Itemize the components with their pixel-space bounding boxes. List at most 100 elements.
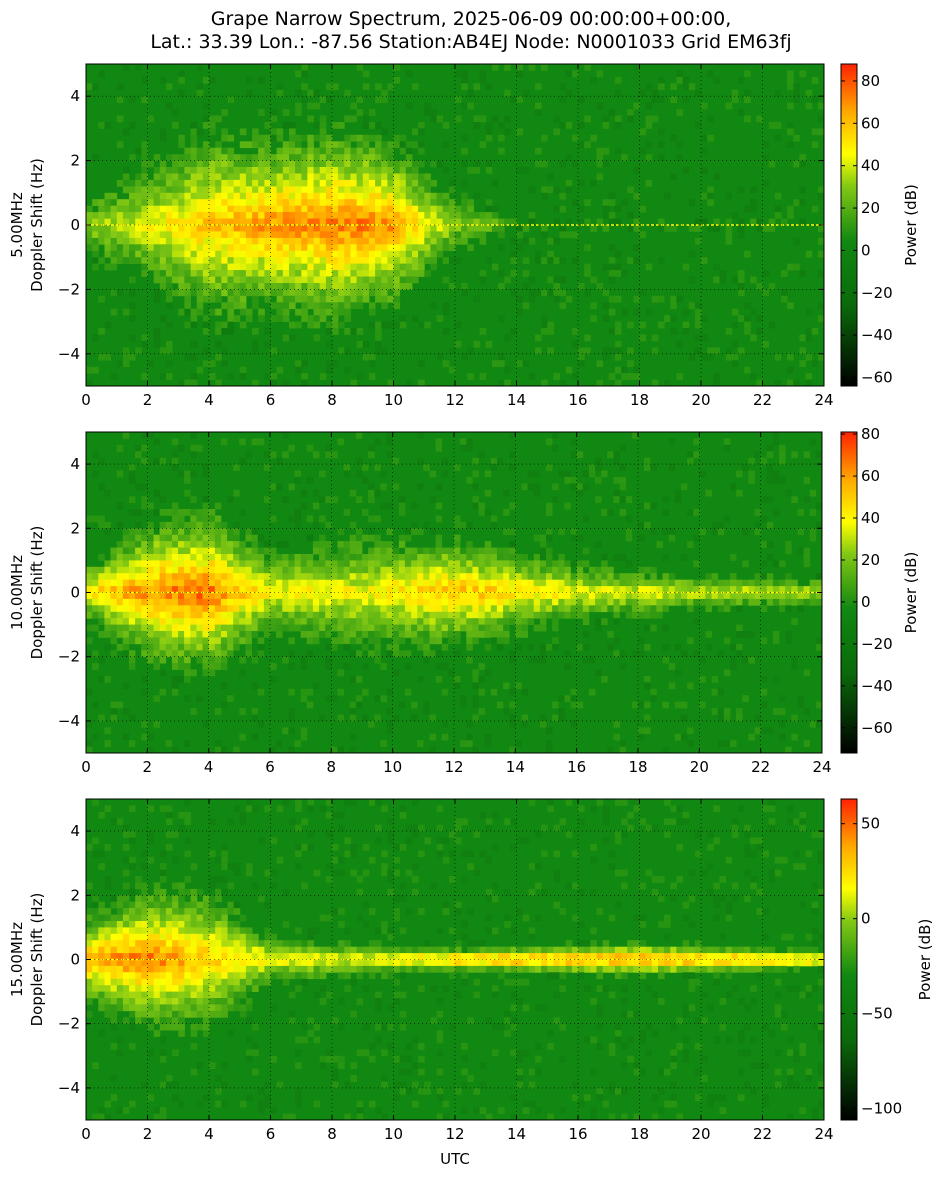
heat-cell [220,547,228,555]
heat-cell [306,605,314,613]
heat-cell [135,541,142,548]
heat-cell [116,818,124,826]
heat-cell [289,179,296,187]
heat-cell [343,592,351,600]
heat-cell [399,315,407,322]
heat-cell [515,631,522,638]
heat-cell [429,631,436,638]
heat-cell [737,276,745,284]
heat-cell [375,283,382,290]
heat-cell [588,688,596,696]
heat-cell [736,714,743,722]
heat-cell [239,438,246,446]
heat-cell [454,554,461,561]
heat-cell [263,592,271,600]
heat-cell [515,605,522,613]
heat-cell [374,464,381,471]
heat-cell [208,566,216,574]
heat-cell [454,605,461,613]
heat-cell [116,237,124,245]
heat-cell [104,921,112,928]
heat-cell [332,83,339,91]
heat-cell [662,509,669,516]
heat-cell [705,643,712,651]
heat-cell [288,573,295,580]
heat-cell [656,541,663,548]
heat-cell [135,521,142,529]
heat-cell [680,592,688,600]
heat-cell [190,173,198,181]
heat-cell [122,946,130,954]
heat-cell [331,746,338,753]
heat-cell [631,598,639,606]
heat-cell [325,186,333,194]
heat-cell [725,225,733,232]
heat-cell [313,270,321,277]
heat-cell [116,83,124,91]
heat-cell [332,250,339,258]
heat-cell [178,179,185,187]
heat-cell [631,579,639,587]
heat-cell [448,347,456,355]
heat-cell [793,199,800,206]
heat-cell [202,579,209,587]
heat-cell [614,218,622,226]
heat-cell [730,740,737,747]
heat-cell [147,199,155,206]
heat-cell [282,541,289,548]
heat-cell [484,611,492,619]
heat-cell [172,199,179,206]
heat-cell [651,379,659,386]
heat-cell [227,167,235,174]
heat-cell [338,179,345,187]
heat-cell [766,470,774,478]
heat-cell [779,598,786,606]
heat-cell [386,720,393,728]
heat-cell [301,160,308,168]
heat-cell [301,263,308,271]
heat-cell [595,579,602,587]
heat-cell [687,586,694,593]
heat-cell [104,231,112,239]
heat-cell [196,212,204,219]
heat-cell [295,231,302,239]
heat-cell [356,373,364,380]
heat-cell [208,560,216,568]
heat-cell [288,714,295,722]
heat-cell [233,173,241,181]
heat-cell [584,199,591,206]
heat-cell [478,618,485,625]
heat-cell [535,257,542,264]
heat-cell [178,231,185,239]
heat-cell [141,985,148,992]
heat-cell [178,534,185,542]
heat-cell [282,141,290,149]
heat-cell [779,476,786,484]
heat-cell [153,1113,161,1120]
heat-cell [184,237,191,245]
heat-cell [576,566,584,574]
heat-cell [337,688,344,696]
heat-cell [196,534,203,542]
heat-cell [338,160,345,168]
heat-cell [184,605,191,613]
heat-cell [227,173,235,181]
heat-cell [398,509,406,516]
heat-cell [147,831,155,838]
heat-cell [276,631,283,638]
heat-cell [221,205,228,213]
heat-cell [467,231,474,239]
heat-cell [362,624,369,632]
heat-cell [135,991,142,999]
heat-cell [350,199,357,206]
heat-cell [491,218,499,226]
heat-cell [601,618,608,625]
heat-cell [92,895,99,903]
heat-cell [159,1036,167,1044]
heat-cell [356,109,364,116]
heat-cell [797,701,804,709]
heat-cell [564,598,571,606]
heat-cell [171,624,179,632]
heat-cell [319,205,327,213]
heat-cell [680,579,688,587]
